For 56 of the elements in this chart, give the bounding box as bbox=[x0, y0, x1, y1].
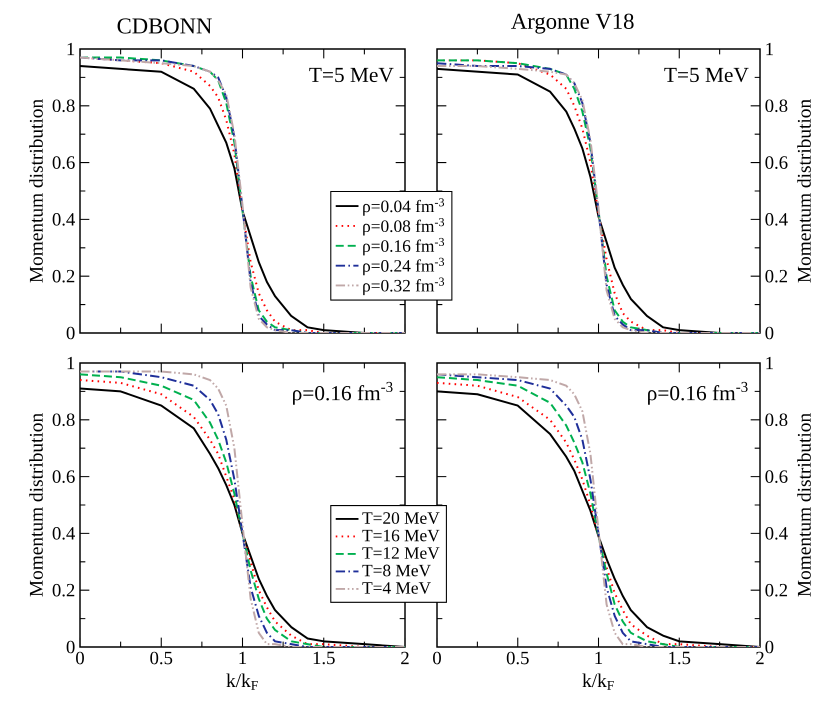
legend-label: T=16 MeV bbox=[362, 530, 440, 542]
x-tick-label: 1.5 bbox=[669, 652, 690, 664]
x-tick-label: 2 bbox=[401, 652, 409, 664]
y-tick-label: 0 bbox=[66, 326, 75, 340]
x-tick-label: 0 bbox=[76, 652, 84, 664]
legend-label: T=4 MeV bbox=[362, 582, 431, 594]
x-tick-label: 1 bbox=[595, 652, 602, 664]
x-axis-title: k/k$_{F}$ bbox=[226, 674, 258, 690]
y-tick-label: 0.4 bbox=[52, 527, 76, 540]
y-axis-title: Momentum distribution bbox=[29, 413, 43, 597]
y-tick-label: 0 bbox=[66, 640, 75, 654]
y-axis-title: Momentum distribution bbox=[797, 99, 811, 283]
x-tick-label: 1.5 bbox=[314, 652, 335, 664]
y-tick-label: 0.6 bbox=[52, 470, 75, 483]
legend-label: T=20 MeV bbox=[362, 512, 440, 524]
legend-label: T=12 MeV bbox=[362, 547, 440, 559]
y-tick-label: 1 bbox=[68, 356, 74, 370]
y-tick-label: 0.4 bbox=[765, 527, 788, 540]
chart-title: CDBONN bbox=[118, 18, 212, 34]
y-tick-label: 0.6 bbox=[765, 470, 788, 483]
y-axis-title: Momentum distribution bbox=[29, 99, 43, 283]
legend-label: T=8 MeV bbox=[362, 564, 431, 576]
y-tick-label: 1 bbox=[766, 42, 773, 56]
y-tick-label: 0.2 bbox=[52, 584, 74, 597]
x-tick-label: 1 bbox=[239, 652, 246, 664]
y-tick-label: 0.8 bbox=[52, 413, 75, 426]
chart-title: Argonne V18 bbox=[511, 14, 634, 34]
annotation: T=5 MeV bbox=[664, 68, 749, 82]
y-tick-label: 0.2 bbox=[765, 584, 788, 597]
y-tick-label: 0.8 bbox=[52, 99, 75, 112]
y-tick-label: 0.4 bbox=[765, 213, 788, 226]
y-tick-label: 0.2 bbox=[765, 270, 788, 283]
annotation: ρ=0.16 fm$^{-3}$ bbox=[648, 382, 748, 405]
annotation: T=5 MeV bbox=[309, 68, 394, 82]
y-tick-label: 1 bbox=[68, 42, 74, 56]
x-tick-label: 2 bbox=[756, 652, 764, 664]
y-tick-label: 0 bbox=[765, 326, 774, 340]
y-tick-label: 0.2 bbox=[52, 270, 74, 283]
legend-label: ρ=0.16 fm$^{-3}$ bbox=[363, 238, 444, 256]
legend-label: ρ=0.04 fm$^{-3}$ bbox=[363, 198, 444, 216]
annotation: ρ=0.16 fm$^{-3}$ bbox=[293, 382, 393, 405]
legend-label: ρ=0.24 fm$^{-3}$ bbox=[363, 258, 444, 276]
y-tick-label: 1 bbox=[766, 356, 773, 370]
y-tick-label: 0.8 bbox=[765, 99, 788, 112]
x-axis-title: k/k$_{F}$ bbox=[582, 674, 614, 690]
y-tick-label: 0.4 bbox=[52, 213, 76, 226]
y-axis-title: Momentum distribution bbox=[797, 413, 811, 597]
x-tick-label: 0.5 bbox=[150, 652, 172, 664]
y-tick-label: 0.8 bbox=[765, 413, 788, 426]
y-tick-label: 0.6 bbox=[765, 156, 788, 169]
legend-label: ρ=0.32 fm$^{-3}$ bbox=[363, 278, 444, 296]
x-tick-label: 0 bbox=[433, 652, 441, 664]
y-tick-label: 0 bbox=[765, 640, 774, 654]
legend-label: ρ=0.08 fm$^{-3}$ bbox=[363, 218, 444, 236]
y-tick-label: 0.6 bbox=[52, 156, 75, 169]
x-tick-label: 0.5 bbox=[506, 652, 529, 664]
